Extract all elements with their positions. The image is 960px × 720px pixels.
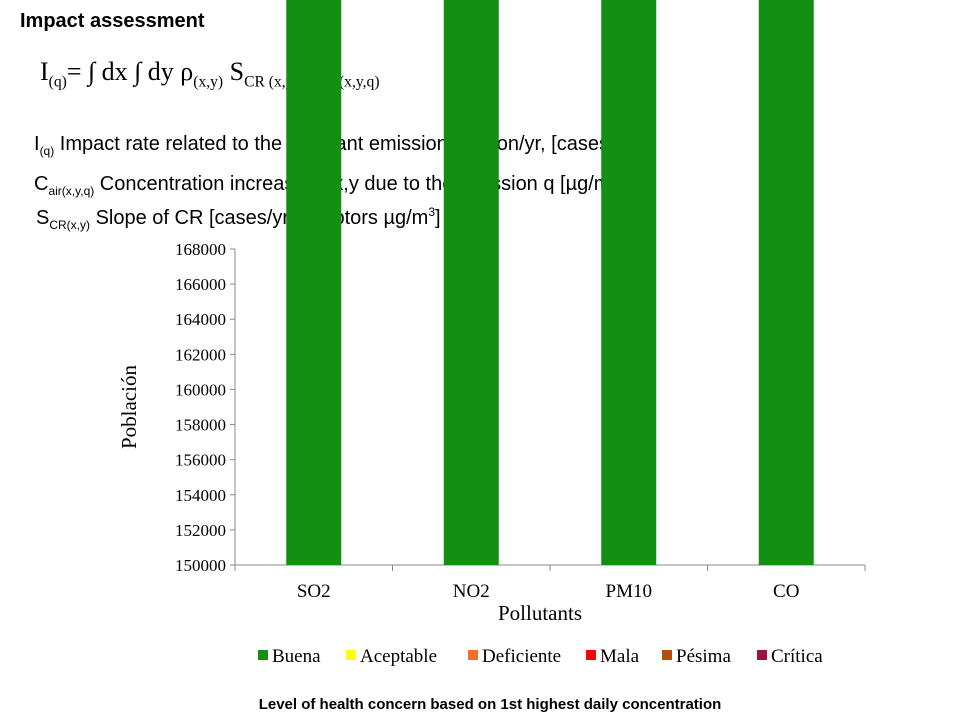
y-tick-label: 156000 xyxy=(175,451,226,470)
y-axis-title: Población xyxy=(117,365,141,449)
rich-text: SCR(x,y)​ Slope of CR [cases/yr receptor… xyxy=(36,205,441,232)
legend-label: Mala xyxy=(600,646,640,667)
caption: Level of health concern based on 1st hig… xyxy=(259,696,722,713)
slide-title: Impact assessment xyxy=(20,10,205,32)
legend-swatch xyxy=(258,650,268,660)
text-run: ] xyxy=(435,207,441,229)
bar-segment xyxy=(601,0,657,565)
y-tick-label: 152000 xyxy=(175,521,226,540)
x-tick-label: NO2 xyxy=(453,581,490,602)
text-run: S xyxy=(223,57,244,86)
y-tick-label: 150000 xyxy=(175,556,226,575)
legend-swatch xyxy=(757,650,767,660)
subscript: (q) xyxy=(49,74,67,91)
bar-segment xyxy=(443,0,499,565)
y-tick-label: 162000 xyxy=(175,345,226,364)
legend-label: Buena xyxy=(272,646,321,667)
text-run: Impact rate related to the pollutant emi… xyxy=(54,133,641,155)
subscript: CR (x,y) xyxy=(244,74,299,91)
legend-swatch xyxy=(346,650,356,660)
y-tick-label: 164000 xyxy=(175,310,226,329)
x-tick-label: PM10 xyxy=(606,581,652,602)
subscript: (x,y) xyxy=(193,74,223,91)
text-run: = ∫ dx ∫ dy ρ xyxy=(67,57,193,87)
x-axis-title: Pollutants xyxy=(498,601,582,625)
x-tick-label: SO2 xyxy=(297,581,331,602)
legend-label: Deficiente xyxy=(482,646,561,667)
text-run: C xyxy=(34,173,48,195)
y-tick-label: 166000 xyxy=(175,275,226,294)
y-tick-label: 168000 xyxy=(175,240,226,259)
subscript: air(x,y,q) xyxy=(48,184,94,198)
legend-swatch xyxy=(662,650,672,660)
legend-label: Aceptable xyxy=(360,646,437,667)
legend-label: Crítica xyxy=(771,646,823,667)
text-run: I xyxy=(40,57,49,86)
text-run: Concentration increase at x,y due to the… xyxy=(94,173,610,195)
legend-label: Pésima xyxy=(676,646,731,667)
bar-segment xyxy=(758,0,814,565)
text-run: Slope of CR [cases/yr receptors µg/m xyxy=(90,207,428,229)
subscript: (q) xyxy=(40,144,55,158)
subscript: CR(x,y) xyxy=(49,218,90,232)
x-tick-label: CO xyxy=(773,581,799,602)
y-tick-label: 158000 xyxy=(175,416,226,435)
y-tick-label: 154000 xyxy=(175,486,226,505)
bar-segment xyxy=(286,0,342,565)
superscript: 3 xyxy=(428,205,435,219)
y-tick-label: 160000 xyxy=(175,380,226,399)
legend-swatch xyxy=(586,650,596,660)
text-run: I xyxy=(34,133,40,155)
text-run: S xyxy=(36,207,49,229)
legend-swatch xyxy=(468,650,478,660)
